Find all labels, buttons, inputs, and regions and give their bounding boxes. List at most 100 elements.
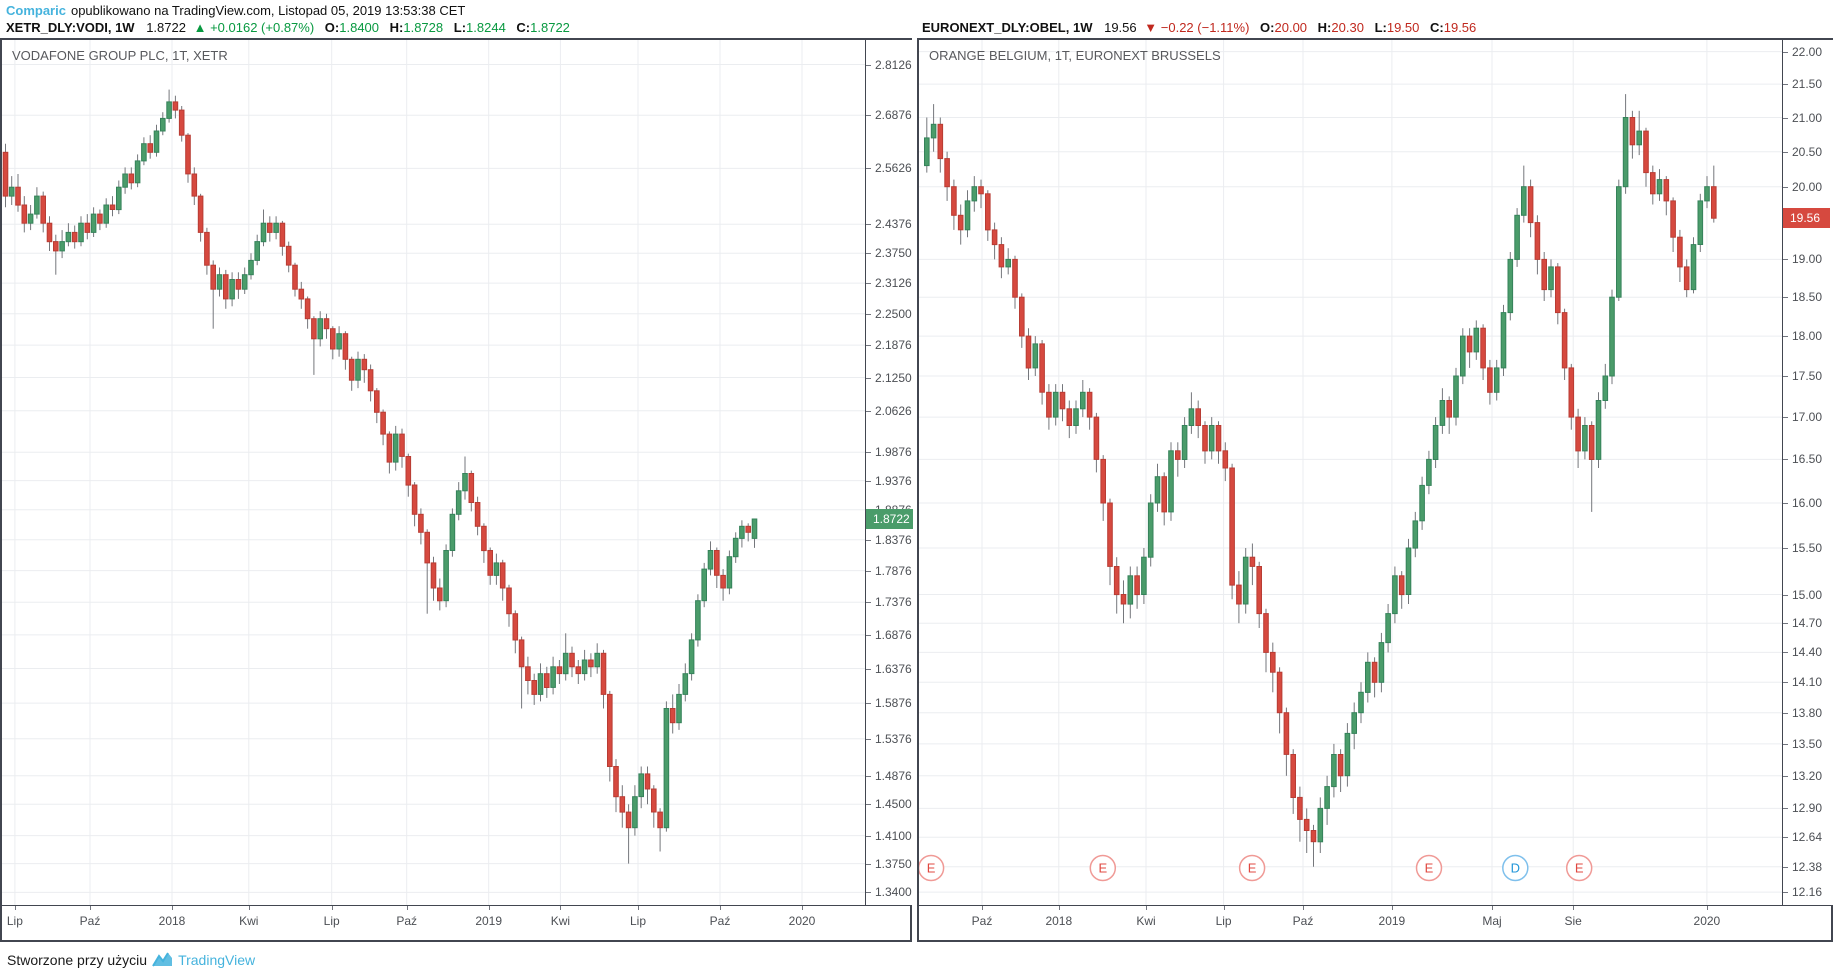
y-tick-label: 1.6876 [875,627,912,642]
y-tick [866,345,871,347]
event-marker-E[interactable]: E [919,854,945,882]
right-close-value: 19.56 [1443,20,1477,35]
left-time-axis[interactable]: Lip Paź 2018 Kwi Lip Paź 2019 Kwi Lip Paź 2020 [2,905,910,940]
x-tick-label: Paź [1292,914,1314,928]
x-tick [982,906,983,910]
y-tick [866,224,871,226]
y-tick-label: 20.50 [1792,144,1823,159]
y-tick-label: 18.50 [1792,290,1823,305]
y-tick [866,775,871,777]
y-tick [1783,892,1788,894]
right-change: −0.22 (−1.11%) [1160,20,1250,35]
y-tick [1783,837,1788,839]
x-tick-label: 2019 [1378,914,1406,928]
left-symbol-name[interactable]: XETR_DLY:VODI, 1W [6,20,135,35]
y-tick-label: 18.00 [1792,329,1823,344]
y-tick [866,313,871,315]
chart-pane-vodafone: VODAFONE GROUP PLC, 1T, XETR 2.8126 2.687… [0,38,914,942]
x-tick-label: Paź [709,914,731,928]
x-tick [638,906,639,910]
y-tick [1783,117,1788,119]
x-tick [1492,906,1493,910]
event-marker-D[interactable]: D [1502,854,1529,882]
x-tick-label: 2018 [1045,914,1073,928]
left-price-axis[interactable]: 2.8126 2.6876 2.5626 2.4376 2.3750 2.3126 2.25… [865,40,914,905]
x-tick-label: Paź [396,914,418,928]
last-price-badge: 1.8722 [866,509,913,529]
x-tick-label: Paź [79,914,101,928]
y-tick-label: 1.6376 [875,661,912,676]
y-tick [866,377,871,379]
y-tick [1783,417,1788,419]
right-symbol-name[interactable]: EURONEXT_DLY:OBEL, 1W [922,20,1093,35]
left-low-label: L: [453,20,467,35]
y-tick-label: 1.7876 [875,563,912,578]
y-tick-label: 19.00 [1792,252,1823,267]
comparic-brand-link[interactable]: Comparic [6,3,66,18]
x-tick-label: Kwi [550,914,571,928]
event-marker-E[interactable]: E [1565,854,1593,882]
y-tick [1783,51,1788,53]
x-tick [1058,906,1060,910]
y-tick-label: 21.00 [1792,110,1823,125]
y-tick-label: 1.4876 [875,768,912,783]
y-tick [866,863,871,865]
y-tick-label: 2.1250 [875,370,912,385]
x-tick [720,906,721,910]
y-tick [866,64,871,66]
x-tick-label: Kwi [1136,914,1156,928]
created-with-text: Stworzone przy użyciu [7,952,148,968]
y-tick-label: 16.50 [1792,452,1823,467]
x-tick [560,906,562,910]
y-tick [866,602,871,604]
right-close-label: C: [1430,20,1444,35]
up-arrow-icon: ▲ [193,20,207,35]
y-tick-label: 1.5876 [875,696,912,711]
right-price-axis[interactable]: 22.00 21.50 21.00 20.50 20.00 19.00 18.50 18.00… [1782,40,1833,905]
tradingview-link[interactable]: TradingView [178,952,256,968]
y-tick-label: 14.10 [1792,675,1823,690]
event-marker-E[interactable]: E [1415,854,1443,882]
tradingview-logo-icon [152,952,173,968]
y-tick [1783,623,1788,625]
y-tick-label: 12.16 [1792,885,1823,900]
x-tick [1706,906,1708,910]
left-open-value: 1.8400 [339,20,380,35]
y-tick [866,703,871,705]
left-candlestick-plot[interactable] [2,40,865,905]
snapshot-header: Comparic opublikowano na TradingView.com,… [0,0,1833,38]
x-tick [1223,906,1225,910]
y-tick [1783,297,1788,299]
x-tick [248,906,250,910]
candlestick-chart[interactable] [2,40,865,905]
right-last-price: 19.56 [1104,20,1137,35]
y-tick [866,668,871,670]
publish-line: Comparic opublikowano na TradingView.com,… [6,3,465,18]
y-tick-label: 2.4376 [875,217,912,232]
x-tick-label: 2019 [475,914,503,928]
y-tick [866,634,871,636]
y-tick-label: 16.00 [1792,496,1823,510]
y-tick-label: 17.00 [1792,410,1823,425]
y-tick-label: 2.5626 [875,161,912,176]
event-marker-E[interactable]: E [1089,854,1117,882]
x-tick [1391,906,1393,910]
x-tick [1146,906,1147,910]
left-open-label: O: [324,20,340,35]
y-tick-label: 21.50 [1792,77,1823,92]
x-tick [14,906,16,910]
y-tick-label: 2.1876 [875,338,912,353]
x-tick-label: Kwi [239,914,259,928]
event-marker-E[interactable]: E [1238,854,1266,882]
svg-text:E: E [927,861,936,876]
y-tick-label: 14.70 [1792,616,1823,631]
left-chart-title: VODAFONE GROUP PLC, 1T, XETR [12,48,228,63]
svg-text:E: E [1248,861,1257,876]
x-tick [488,906,490,910]
y-tick [866,168,871,170]
right-time-axis[interactable]: Paź 2018 Kwi Lip Paź 2019 Maj Sie 2020 [919,905,1831,940]
right-high-label: H: [1317,20,1332,35]
